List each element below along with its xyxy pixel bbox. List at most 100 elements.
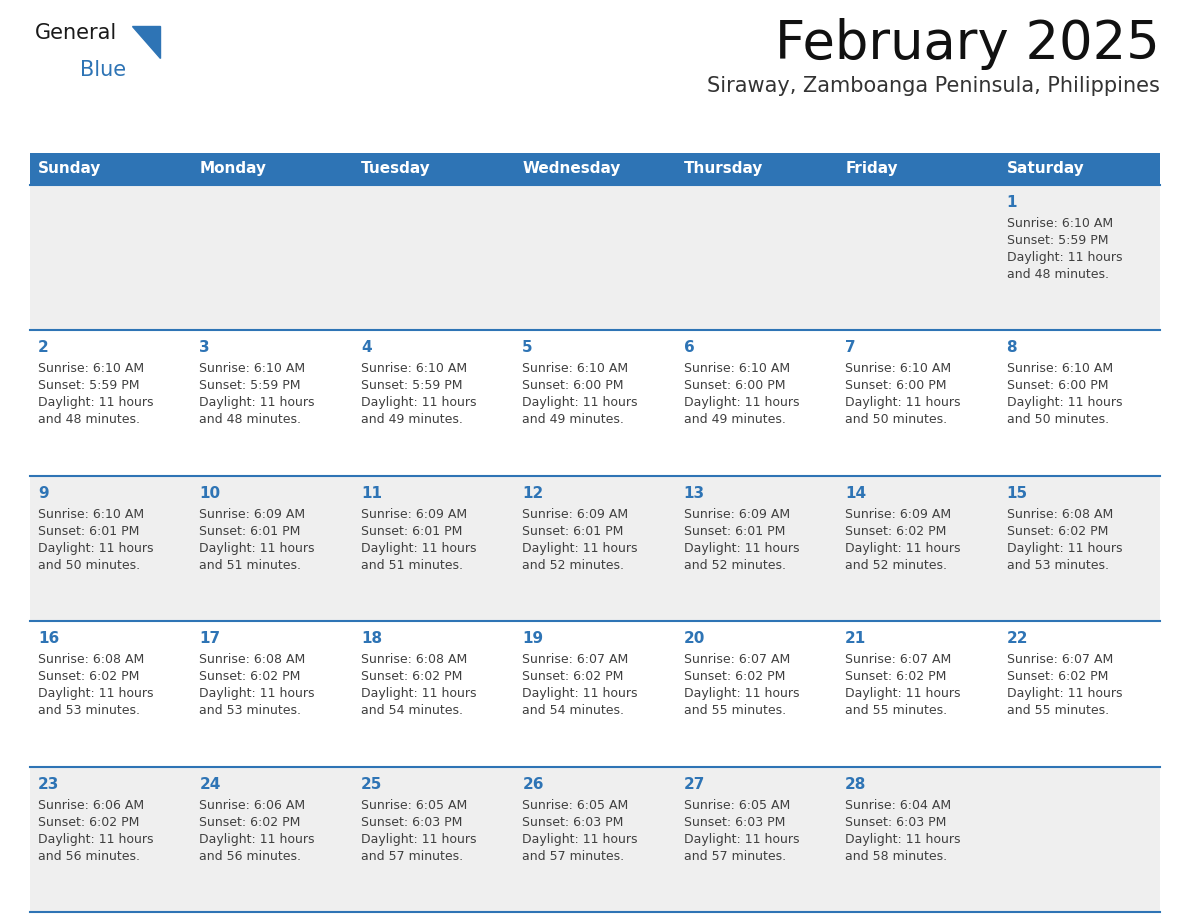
Text: Sunset: 6:02 PM: Sunset: 6:02 PM [361,670,462,683]
Text: Sunset: 6:02 PM: Sunset: 6:02 PM [523,670,624,683]
Text: Sunset: 5:59 PM: Sunset: 5:59 PM [1006,234,1108,247]
Text: 4: 4 [361,341,372,355]
Text: 26: 26 [523,777,544,791]
Text: Daylight: 11 hours: Daylight: 11 hours [200,688,315,700]
Text: Daylight: 11 hours: Daylight: 11 hours [1006,397,1123,409]
Bar [30,330,1159,476]
Text: Sunrise: 6:06 AM: Sunrise: 6:06 AM [200,799,305,812]
Text: Daylight: 11 hours: Daylight: 11 hours [845,397,961,409]
Text: Sunrise: 6:10 AM: Sunrise: 6:10 AM [523,363,628,375]
Text: Daylight: 11 hours: Daylight: 11 hours [361,397,476,409]
Text: 19: 19 [523,632,543,646]
Text: Sunrise: 6:08 AM: Sunrise: 6:08 AM [361,654,467,666]
Text: Sunrise: 6:05 AM: Sunrise: 6:05 AM [684,799,790,812]
Text: and 56 minutes.: and 56 minutes. [200,849,302,863]
Text: and 50 minutes.: and 50 minutes. [38,559,140,572]
Text: 8: 8 [1006,341,1017,355]
Text: Sunday: Sunday [38,162,101,176]
Text: and 54 minutes.: and 54 minutes. [523,704,624,717]
Text: Daylight: 11 hours: Daylight: 11 hours [361,688,476,700]
Text: Sunrise: 6:10 AM: Sunrise: 6:10 AM [1006,363,1113,375]
Text: Daylight: 11 hours: Daylight: 11 hours [38,542,153,554]
Text: 14: 14 [845,486,866,501]
Text: 15: 15 [1006,486,1028,501]
Text: 6: 6 [684,341,695,355]
Text: Blue: Blue [80,60,126,80]
Text: Daylight: 11 hours: Daylight: 11 hours [684,833,800,845]
Text: and 53 minutes.: and 53 minutes. [200,704,302,717]
Text: Daylight: 11 hours: Daylight: 11 hours [361,542,476,554]
Text: Sunrise: 6:09 AM: Sunrise: 6:09 AM [523,508,628,521]
Text: Sunrise: 6:04 AM: Sunrise: 6:04 AM [845,799,952,812]
Text: Sunset: 6:02 PM: Sunset: 6:02 PM [845,525,947,538]
Text: and 54 minutes.: and 54 minutes. [361,704,463,717]
Text: 7: 7 [845,341,855,355]
Text: Sunrise: 6:10 AM: Sunrise: 6:10 AM [845,363,952,375]
Text: Sunset: 6:00 PM: Sunset: 6:00 PM [845,379,947,392]
Text: Sunset: 5:59 PM: Sunset: 5:59 PM [38,379,139,392]
Text: Siraway, Zamboanga Peninsula, Philippines: Siraway, Zamboanga Peninsula, Philippine… [707,76,1159,96]
Text: Sunrise: 6:07 AM: Sunrise: 6:07 AM [1006,654,1113,666]
Text: Daylight: 11 hours: Daylight: 11 hours [684,542,800,554]
Text: and 51 minutes.: and 51 minutes. [361,559,463,572]
Text: Daylight: 11 hours: Daylight: 11 hours [684,688,800,700]
Text: and 57 minutes.: and 57 minutes. [684,849,785,863]
Text: Sunrise: 6:10 AM: Sunrise: 6:10 AM [38,508,144,521]
Text: Sunrise: 6:09 AM: Sunrise: 6:09 AM [845,508,952,521]
Text: Sunset: 6:01 PM: Sunset: 6:01 PM [200,525,301,538]
Text: Daylight: 11 hours: Daylight: 11 hours [523,688,638,700]
Text: Sunrise: 6:10 AM: Sunrise: 6:10 AM [1006,217,1113,230]
Text: 2: 2 [38,341,49,355]
Text: Sunrise: 6:05 AM: Sunrise: 6:05 AM [361,799,467,812]
Text: Daylight: 11 hours: Daylight: 11 hours [1006,251,1123,264]
Text: and 56 minutes.: and 56 minutes. [38,849,140,863]
Text: Daylight: 11 hours: Daylight: 11 hours [1006,542,1123,554]
Text: and 51 minutes.: and 51 minutes. [200,559,302,572]
Text: Sunset: 6:02 PM: Sunset: 6:02 PM [1006,670,1108,683]
Text: and 53 minutes.: and 53 minutes. [38,704,140,717]
Text: Sunrise: 6:07 AM: Sunrise: 6:07 AM [845,654,952,666]
Text: Sunset: 6:01 PM: Sunset: 6:01 PM [523,525,624,538]
Text: Daylight: 11 hours: Daylight: 11 hours [523,833,638,845]
Polygon shape [132,26,160,58]
Bar [30,621,1159,767]
Text: Saturday: Saturday [1006,162,1085,176]
Bar [30,767,1159,912]
Text: Sunset: 6:03 PM: Sunset: 6:03 PM [684,815,785,829]
Text: and 48 minutes.: and 48 minutes. [38,413,140,426]
Text: and 55 minutes.: and 55 minutes. [1006,704,1108,717]
Text: and 52 minutes.: and 52 minutes. [845,559,947,572]
Text: Thursday: Thursday [684,162,763,176]
Text: Daylight: 11 hours: Daylight: 11 hours [845,688,961,700]
Text: 12: 12 [523,486,544,501]
Text: and 58 minutes.: and 58 minutes. [845,849,947,863]
Text: 24: 24 [200,777,221,791]
Text: Sunset: 5:59 PM: Sunset: 5:59 PM [200,379,301,392]
Text: 23: 23 [38,777,59,791]
Text: Daylight: 11 hours: Daylight: 11 hours [845,542,961,554]
Text: Daylight: 11 hours: Daylight: 11 hours [684,397,800,409]
Text: 18: 18 [361,632,383,646]
Text: 10: 10 [200,486,221,501]
Text: Sunset: 6:00 PM: Sunset: 6:00 PM [1006,379,1108,392]
Bar [30,185,1159,330]
Text: and 52 minutes.: and 52 minutes. [523,559,624,572]
Text: Sunrise: 6:09 AM: Sunrise: 6:09 AM [684,508,790,521]
Text: Sunset: 6:02 PM: Sunset: 6:02 PM [1006,525,1108,538]
Text: 28: 28 [845,777,866,791]
Text: Monday: Monday [200,162,266,176]
Text: Sunrise: 6:10 AM: Sunrise: 6:10 AM [684,363,790,375]
Text: Daylight: 11 hours: Daylight: 11 hours [845,833,961,845]
Text: and 50 minutes.: and 50 minutes. [1006,413,1108,426]
Text: Sunrise: 6:07 AM: Sunrise: 6:07 AM [523,654,628,666]
Text: 27: 27 [684,777,706,791]
Text: Sunset: 6:02 PM: Sunset: 6:02 PM [845,670,947,683]
Bar [30,476,1159,621]
Text: General: General [34,23,118,43]
Text: and 53 minutes.: and 53 minutes. [1006,559,1108,572]
Text: Sunrise: 6:10 AM: Sunrise: 6:10 AM [361,363,467,375]
Text: 17: 17 [200,632,221,646]
Text: 25: 25 [361,777,383,791]
Text: Daylight: 11 hours: Daylight: 11 hours [200,397,315,409]
Text: Sunrise: 6:09 AM: Sunrise: 6:09 AM [361,508,467,521]
